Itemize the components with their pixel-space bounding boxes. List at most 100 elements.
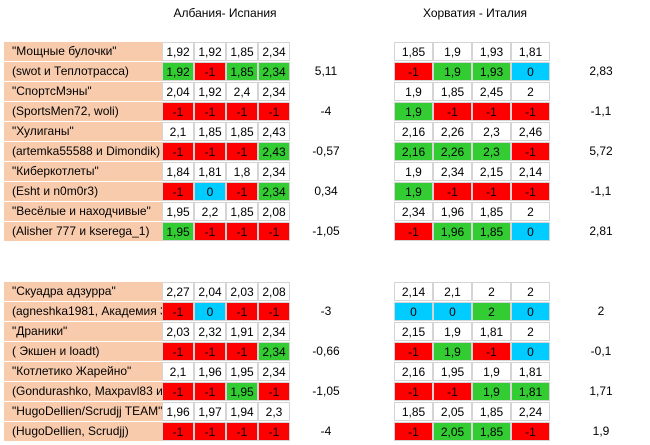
odds-cell[interactable]: 2,14 <box>511 162 550 181</box>
odds-cell[interactable]: 2 <box>511 202 550 221</box>
result-cell[interactable]: 2,3 <box>472 142 511 161</box>
team-members-cell[interactable]: (Alisher 777 и kserega_1) <box>4 222 162 241</box>
result-cell[interactable]: 0 <box>511 302 550 321</box>
match1-score-cell[interactable]: -0,57 <box>312 144 340 158</box>
odds-cell[interactable]: 2,34 <box>258 42 290 61</box>
odds-cell[interactable]: 2,16 <box>394 362 433 381</box>
odds-cell[interactable]: 2 <box>511 82 550 101</box>
result-cell[interactable]: 0 <box>511 342 550 361</box>
result-cell[interactable]: -1 <box>194 342 226 361</box>
result-cell[interactable]: -1 <box>194 62 226 81</box>
match1-score-cell[interactable]: -4 <box>320 104 332 118</box>
result-cell[interactable]: -1 <box>511 422 550 441</box>
odds-cell[interactable]: 2,24 <box>511 402 550 421</box>
result-cell[interactable]: -1 <box>226 142 258 161</box>
result-cell[interactable]: -1 <box>511 102 550 121</box>
result-cell[interactable]: -1 <box>194 102 226 121</box>
result-cell[interactable]: 1,96 <box>433 222 472 241</box>
result-cell[interactable]: -1 <box>162 382 194 401</box>
team-name-cell[interactable]: "Мощные булочки" <box>4 42 162 61</box>
result-cell[interactable]: -1 <box>226 342 258 361</box>
odds-cell[interactable]: 2,27 <box>162 282 194 301</box>
team-name-cell[interactable]: "Скуадра адзурра" <box>4 282 162 301</box>
odds-cell[interactable]: 2,34 <box>394 202 433 221</box>
result-cell[interactable]: -1 <box>472 342 511 361</box>
team-name-cell[interactable]: "Котлетико Жарейно" <box>4 362 162 381</box>
result-cell[interactable]: 0 <box>511 62 550 81</box>
match2-score-cell[interactable]: -1,1 <box>590 184 612 198</box>
result-cell[interactable]: -1 <box>258 222 290 241</box>
odds-cell[interactable]: 2,14 <box>394 282 433 301</box>
odds-cell[interactable]: 2 <box>511 282 550 301</box>
odds-cell[interactable]: 2,1 <box>162 122 194 141</box>
odds-cell[interactable]: 1,92 <box>162 42 194 61</box>
result-cell[interactable]: -1 <box>394 62 433 81</box>
result-cell[interactable]: 2,05 <box>433 422 472 441</box>
odds-cell[interactable]: 2,05 <box>433 402 472 421</box>
team-members-cell[interactable]: ( Экшен и loadt) <box>4 342 162 361</box>
result-cell[interactable]: -1 <box>511 182 550 201</box>
result-cell[interactable]: 2,43 <box>258 142 290 161</box>
odds-cell[interactable]: 1,85 <box>394 402 433 421</box>
result-cell[interactable]: -1 <box>194 222 226 241</box>
result-cell[interactable]: -1 <box>226 182 258 201</box>
odds-cell[interactable]: 2,4 <box>226 82 258 101</box>
team-members-cell[interactable]: (Gondurashko, Maxpavl83 и <box>4 382 162 401</box>
match1-score-cell[interactable]: -4 <box>320 424 332 438</box>
odds-cell[interactable]: 1,85 <box>472 402 511 421</box>
match1-score-cell[interactable]: 0,34 <box>314 184 338 198</box>
odds-cell[interactable]: 1,93 <box>472 42 511 61</box>
odds-cell[interactable]: 2 <box>472 282 511 301</box>
odds-cell[interactable]: 1,9 <box>394 162 433 181</box>
result-cell[interactable]: -1 <box>194 382 226 401</box>
match2-score-cell[interactable]: 1,9 <box>592 424 610 438</box>
odds-cell[interactable]: 1,85 <box>394 42 433 61</box>
result-cell[interactable]: -1 <box>162 142 194 161</box>
result-cell[interactable]: 1,85 <box>226 62 258 81</box>
result-cell[interactable]: 2,34 <box>258 342 290 361</box>
team-members-cell[interactable]: (SportsMen72, woli) <box>4 102 162 121</box>
team-name-cell[interactable]: "Драники" <box>4 322 162 341</box>
odds-cell[interactable]: 1,81 <box>194 162 226 181</box>
result-cell[interactable]: 0 <box>433 302 472 321</box>
odds-cell[interactable]: 1,85 <box>226 202 258 221</box>
odds-cell[interactable]: 1,9 <box>433 322 472 341</box>
result-cell[interactable]: -1 <box>472 182 511 201</box>
odds-cell[interactable]: 1,81 <box>511 362 550 381</box>
result-cell[interactable]: 0 <box>511 222 550 241</box>
odds-cell[interactable]: 2,43 <box>258 122 290 141</box>
result-cell[interactable]: -1 <box>258 422 290 441</box>
odds-cell[interactable]: 1,92 <box>194 42 226 61</box>
odds-cell[interactable]: 1,95 <box>162 202 194 221</box>
match1-score-cell[interactable]: -1,05 <box>312 384 340 398</box>
result-cell[interactable]: 1,95 <box>162 222 194 241</box>
result-cell[interactable]: -1 <box>162 302 194 321</box>
match2-score-cell[interactable]: 5,72 <box>589 144 613 158</box>
result-cell[interactable]: 1,9 <box>472 382 511 401</box>
odds-cell[interactable]: 2,04 <box>194 282 226 301</box>
result-cell[interactable]: -1 <box>226 102 258 121</box>
odds-cell[interactable]: 2,15 <box>472 162 511 181</box>
result-cell[interactable]: -1 <box>162 182 194 201</box>
odds-cell[interactable]: 2,32 <box>194 322 226 341</box>
odds-cell[interactable]: 1,95 <box>226 362 258 381</box>
odds-cell[interactable]: 2,16 <box>394 122 433 141</box>
team-name-cell[interactable]: "Весёлые и находчивые" <box>4 202 162 221</box>
match2-score-cell[interactable]: 2,81 <box>589 224 613 238</box>
result-cell[interactable]: -1 <box>162 342 194 361</box>
odds-cell[interactable]: 1,9 <box>394 82 433 101</box>
odds-cell[interactable]: 1,85 <box>226 122 258 141</box>
result-cell[interactable]: 1,85 <box>472 222 511 241</box>
odds-cell[interactable]: 2,08 <box>258 202 290 221</box>
odds-cell[interactable]: 2,34 <box>258 362 290 381</box>
odds-cell[interactable]: 2,46 <box>511 122 550 141</box>
team-members-cell[interactable]: (HugoDellien, Scrudjj) <box>4 422 162 441</box>
odds-cell[interactable]: 1,85 <box>226 42 258 61</box>
result-cell[interactable]: -1 <box>258 382 290 401</box>
odds-cell[interactable]: 2,03 <box>162 322 194 341</box>
odds-cell[interactable]: 1,92 <box>194 82 226 101</box>
result-cell[interactable]: -1 <box>394 382 433 401</box>
match1-score-cell[interactable]: -0,66 <box>312 344 340 358</box>
odds-cell[interactable]: 1,96 <box>162 402 194 421</box>
odds-cell[interactable]: 1,85 <box>194 122 226 141</box>
